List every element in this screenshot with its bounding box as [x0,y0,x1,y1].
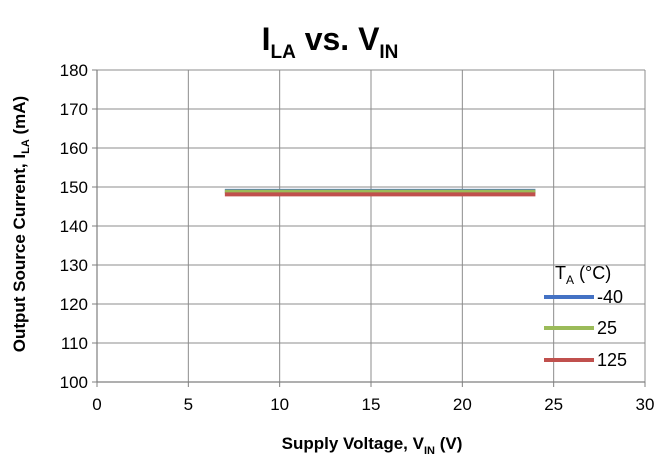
y-tick-label: 150 [60,178,88,197]
series-lines [224,188,536,197]
y-axis-label: Output Source Current, ILA (mA) [10,96,32,352]
x-tick-label: 15 [362,395,381,414]
y-tick-label: 100 [60,373,88,392]
y-tick-label: 140 [60,217,88,236]
x-tick-label: 20 [453,395,472,414]
y-tick-label: 180 [60,61,88,80]
legend-label-125: 125 [597,350,627,370]
x-tick-label: 10 [270,395,289,414]
y-tick-label: 130 [60,256,88,275]
x-axis-label: Supply Voltage, VIN (V) [282,434,463,457]
axes [92,69,646,387]
y-tick-labels: 100 110 120 130 140 150 160 170 180 [60,61,88,392]
legend-label--40: -40 [597,287,623,307]
chart-title: ILA vs. VIN [262,21,399,63]
legend-title: TA (°C) [555,263,611,287]
y-tick-label: 120 [60,295,88,314]
legend-label-25: 25 [597,318,617,338]
x-tick-label: 30 [636,395,655,414]
x-tick-label: 0 [92,395,101,414]
y-tick-label: 110 [61,334,88,353]
legend: TA (°C) -40 25 125 [544,263,627,370]
grid-lines [97,69,646,382]
x-tick-label: 25 [544,395,563,414]
y-tick-label: 160 [60,139,88,158]
x-tick-label: 5 [184,395,193,414]
x-tick-labels: 0 5 10 15 20 25 30 [92,395,654,414]
y-tick-label: 170 [60,100,88,119]
